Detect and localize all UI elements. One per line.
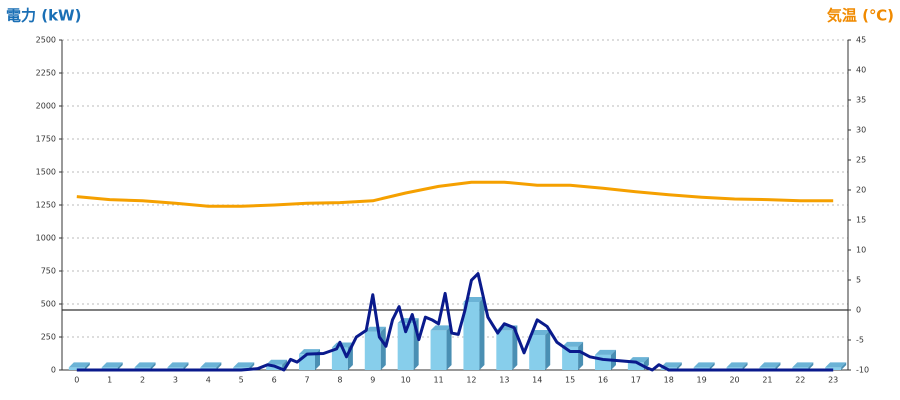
bar-face — [68, 362, 90, 368]
y2-tick-label: 5 — [856, 276, 861, 285]
x-tick-label: 6 — [272, 376, 277, 385]
bar-face — [825, 362, 847, 368]
y-tick-label: 1250 — [36, 201, 56, 210]
bar-face — [364, 331, 381, 370]
x-tick-label: 7 — [304, 376, 309, 385]
y2-tick-label: 40 — [856, 66, 866, 75]
bar-face — [216, 362, 222, 370]
bar-face — [430, 330, 447, 370]
bar-face — [545, 330, 551, 370]
y-tick-label: 1500 — [36, 168, 56, 177]
bar-face — [709, 362, 715, 370]
bar-face — [101, 362, 123, 368]
x-tick-label: 17 — [631, 376, 641, 385]
bar-face — [529, 335, 546, 370]
x-tick-label: 12 — [466, 376, 476, 385]
x-tick-label: 3 — [173, 376, 178, 385]
bar-face — [150, 362, 156, 370]
bar-face — [792, 362, 814, 368]
y2-tick-label: -5 — [856, 336, 864, 345]
x-tick-label: 14 — [532, 376, 542, 385]
y2-tick-label: 15 — [856, 216, 866, 225]
bar-face — [759, 362, 781, 368]
y-tick-label: 0 — [51, 366, 56, 375]
y-tick-label: 1000 — [36, 234, 56, 243]
bar-face — [430, 325, 452, 331]
line — [76, 272, 834, 372]
y2-tick-label: 30 — [856, 126, 866, 135]
bar-face — [167, 362, 189, 368]
x-tick-label: 4 — [206, 376, 211, 385]
bar-face — [775, 362, 781, 370]
y2-tick-label: 10 — [856, 246, 866, 255]
bar — [430, 325, 452, 370]
bar-face — [446, 325, 452, 370]
bar — [562, 341, 584, 370]
x-tick-label: 16 — [598, 376, 608, 385]
y2-tick-label: 45 — [856, 36, 866, 45]
x-tick-label: 15 — [565, 376, 575, 385]
x-tick-label: 19 — [697, 376, 707, 385]
bar-face — [397, 323, 414, 370]
x-tick-label: 10 — [401, 376, 411, 385]
bar-face — [578, 341, 584, 370]
x-tick-label: 23 — [828, 376, 838, 385]
y-tick-label: 750 — [41, 267, 56, 276]
x-tick-label: 21 — [762, 376, 772, 385]
y-tick-label: 2500 — [36, 36, 56, 45]
bar-face — [183, 362, 189, 370]
bar — [529, 330, 551, 370]
x-tick-label: 0 — [74, 376, 79, 385]
y2-tick-label: 20 — [856, 186, 866, 195]
bar-face — [496, 330, 513, 370]
y-tick-label: 1750 — [36, 135, 56, 144]
y-tick-label: 500 — [41, 300, 56, 309]
bar-face — [726, 362, 748, 368]
bar-face — [627, 362, 644, 370]
x-tick-label: 22 — [795, 376, 805, 385]
bar-face — [676, 362, 682, 370]
bar-face — [479, 297, 485, 370]
bar-face — [299, 354, 316, 370]
y2-tick-label: 25 — [856, 156, 866, 165]
x-tick-label: 2 — [140, 376, 145, 385]
bar-face — [808, 362, 814, 370]
x-tick-label: 13 — [499, 376, 509, 385]
bar-face — [380, 326, 386, 370]
y2-tick-label: -10 — [856, 366, 869, 375]
bar-face — [200, 362, 222, 368]
bar-face — [529, 330, 551, 336]
bar-face — [134, 362, 156, 368]
bar — [364, 326, 386, 370]
x-tick-label: 20 — [729, 376, 739, 385]
bar-face — [117, 362, 123, 370]
bar-face — [693, 362, 715, 368]
y-tick-label: 250 — [41, 333, 56, 342]
y-axis-title: 電力 (kW) — [6, 7, 81, 25]
bar-face — [266, 359, 288, 365]
x-tick-label: 18 — [664, 376, 674, 385]
x-tick-label: 5 — [239, 376, 244, 385]
x-tick-label: 11 — [433, 376, 443, 385]
bar-face — [562, 341, 584, 347]
bar-face — [742, 362, 748, 370]
bar-face — [841, 362, 847, 370]
y2-axis-title: 気温 (℃) — [827, 7, 894, 25]
bar-face — [233, 362, 255, 368]
y2-tick-label: 0 — [856, 306, 861, 315]
bar-face — [364, 326, 386, 332]
bar-face — [463, 302, 480, 370]
y-tick-label: 2000 — [36, 102, 56, 111]
x-tick-label: 9 — [370, 376, 375, 385]
bar-face — [84, 362, 90, 370]
bar-face — [660, 362, 682, 368]
bar-face — [594, 349, 616, 355]
x-tick-label: 8 — [337, 376, 342, 385]
x-tick-label: 1 — [107, 376, 112, 385]
y2-tick-label: 35 — [856, 96, 866, 105]
bar-face — [282, 359, 288, 370]
line — [76, 180, 834, 208]
y-tick-label: 2250 — [36, 69, 56, 78]
